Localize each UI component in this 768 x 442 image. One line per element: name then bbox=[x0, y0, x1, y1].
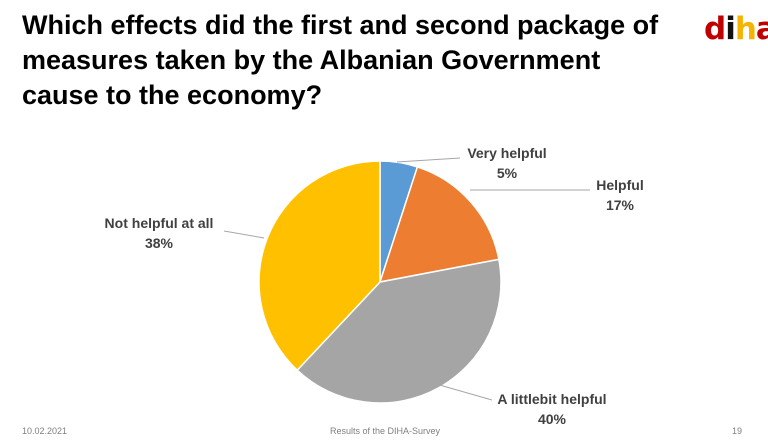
leader-line bbox=[396, 157, 461, 163]
pie-slice-a-littlebit-helpful bbox=[296, 258, 502, 404]
title-line-1: Which effects did the first and second p… bbox=[22, 10, 659, 40]
logo-letter-h: h bbox=[734, 11, 757, 47]
slice-label-helpful: Helpful bbox=[596, 177, 643, 193]
slice-value-very-helpful: 5% bbox=[497, 165, 518, 181]
slide-title: Which effects did the first and second p… bbox=[22, 8, 682, 113]
slice-label-not-helpful-at-all: Not helpful at all bbox=[105, 215, 214, 231]
logo-letter-i: i bbox=[725, 11, 736, 47]
logo-letter-a: a bbox=[755, 11, 768, 47]
slice-value-not-helpful-at-all: 38% bbox=[145, 235, 174, 251]
slice-label-a-littlebit-helpful: A littlebit helpful bbox=[497, 391, 606, 407]
slice-value-helpful: 17% bbox=[606, 197, 635, 213]
title-line-2: measures taken by the Albanian Governmen… bbox=[22, 45, 601, 75]
title-line-3: cause to the economy? bbox=[22, 80, 323, 110]
footer-page-number: 19 bbox=[731, 426, 742, 436]
pie-slice-helpful bbox=[378, 165, 500, 283]
logo-letter-d: d bbox=[704, 11, 726, 47]
footer-date: 10.02.2021 bbox=[22, 426, 68, 436]
footer-source: Results of the DIHA-Survey bbox=[329, 426, 441, 436]
slice-value-a-littlebit-helpful: 40% bbox=[538, 411, 567, 427]
leader-line bbox=[223, 230, 265, 239]
slice-label-very-helpful: Very helpful bbox=[467, 145, 546, 161]
diha-logo: diha bbox=[704, 11, 768, 47]
pie-slice-not-helpful-at-all bbox=[258, 160, 381, 372]
leader-line bbox=[435, 383, 493, 401]
